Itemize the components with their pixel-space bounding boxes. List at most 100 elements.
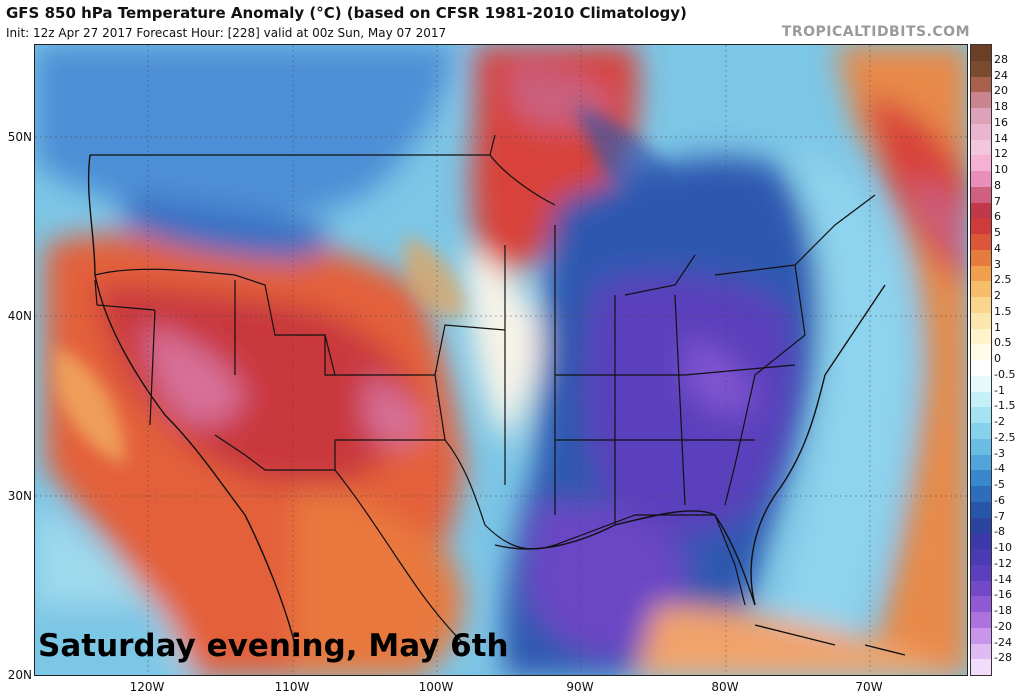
colorbar-tick-label: 2 (994, 289, 1001, 302)
lon-label-80w: 80W (711, 680, 739, 694)
colorbar-swatch (971, 265, 991, 282)
colorbar-tick-label: -6 (994, 493, 1005, 507)
colorbar-tick-label: 5 (994, 226, 1001, 239)
lon-label-120w: 120W (129, 680, 165, 694)
state-borders (90, 134, 876, 646)
colorbar-labels: 28 24 20 18 16 14 12 10 8 7 6 5 4 3 2.5 2 1.5 1 0.5 0 -0.5 -1… (994, 44, 1024, 676)
colorbar-swatch (971, 423, 991, 439)
colorbar-swatch (971, 643, 991, 660)
lon-label-100w: 100W (418, 680, 454, 694)
colorbar-tick-label: 1.5 (994, 304, 1012, 318)
colorbar-swatch (971, 627, 991, 644)
lon-label-90w: 90W (566, 680, 594, 694)
lon-label-110w: 110W (274, 680, 310, 694)
colorbar-tick-label: -1.5 (994, 399, 1016, 413)
colorbar-swatch (971, 517, 991, 534)
colorbar-tick-label: -18 (994, 604, 1012, 617)
colorbar-swatch (971, 202, 991, 219)
colorbar-tick-label: 8 (994, 178, 1001, 192)
colorbar-tick-label: 3 (994, 257, 1001, 271)
colorbar-swatch (971, 533, 991, 549)
colorbar-tick-label: -0.5 (994, 367, 1016, 381)
colorbar-tick-label: -2 (994, 415, 1005, 428)
lat-label-50n: 50N (7, 130, 32, 144)
colorbar-swatch (971, 76, 991, 93)
colorbar-swatch (971, 123, 991, 140)
colorbar-swatch (971, 564, 991, 581)
colorbar-tick-label: 12 (994, 147, 1008, 161)
colorbar-tick-label: 7 (994, 194, 1001, 208)
colorbar-swatch (971, 186, 991, 203)
coastlines (87, 154, 906, 656)
colorbar-swatch (971, 45, 991, 61)
colorbar-swatch (971, 328, 991, 345)
colorbar-swatch (971, 297, 991, 313)
colorbar-tick-label: -1 (994, 383, 1005, 397)
colorbar-swatch (971, 454, 991, 471)
colorbar-tick-label: -20 (994, 619, 1012, 633)
colorbar-swatch (971, 596, 991, 612)
colorbar-tick-label: 18 (994, 100, 1008, 113)
colorbar-tick-label: -28 (994, 651, 1012, 665)
colorbar-tick-label: 14 (994, 131, 1008, 145)
colorbar-swatch (971, 344, 991, 360)
colorbar-swatch (971, 92, 991, 108)
colorbar-tick-label: 10 (994, 163, 1008, 176)
colorbar-tick-label: 6 (994, 210, 1001, 224)
colorbar-tick-label: 16 (994, 115, 1008, 129)
colorbar-tick-label: -4 (994, 462, 1005, 476)
colorbar-swatch (971, 391, 991, 408)
brand-watermark: TROPICALTIDBITS.COM (781, 24, 970, 40)
colorbar-swatch (971, 360, 991, 376)
colorbar-swatch (971, 234, 991, 250)
valid-time-caption: Saturday evening, May 6th (38, 628, 509, 664)
colorbar-swatch (971, 486, 991, 502)
colorbar-swatch (971, 375, 991, 392)
colorbar-swatch (971, 281, 991, 297)
colorbar-tick-label: -12 (994, 556, 1012, 570)
colorbar-tick-label: 24 (994, 68, 1008, 82)
colorbar-tick-label: 4 (994, 241, 1001, 255)
colorbar-swatch (971, 108, 991, 124)
colorbar-swatch (971, 155, 991, 171)
colorbar-tick-label: 2.5 (994, 273, 1012, 287)
colorbar-swatch (971, 249, 991, 266)
colorbar-tick-label: -2.5 (994, 430, 1016, 444)
colorbar-tick-label: -14 (994, 572, 1012, 586)
colorbar-tick-label: 1 (994, 320, 1001, 334)
colorbar-swatch (971, 139, 991, 156)
colorbar-swatch (971, 659, 991, 675)
colorbar-swatch (971, 501, 991, 518)
colorbar-tick-label: -3 (994, 446, 1005, 460)
colorbar (970, 44, 992, 676)
map-title: GFS 850 hPa Temperature Anomaly (°C) (ba… (6, 4, 687, 22)
graticule (35, 45, 967, 675)
colorbar-swatch (971, 171, 991, 187)
colorbar-tick-label: 28 (994, 52, 1008, 66)
colorbar-swatch (971, 312, 991, 329)
lat-label-40n: 40N (7, 309, 32, 323)
map-subtitle: Init: 12z Apr 27 2017 Forecast Hour: [22… (6, 26, 447, 40)
lat-label-30n: 30N (7, 489, 32, 503)
colorbar-tick-label: 0.5 (994, 336, 1012, 350)
colorbar-tick-label: -7 (994, 509, 1005, 523)
colorbar-tick-label: -5 (994, 478, 1005, 491)
lon-label-70w: 70W (855, 680, 883, 694)
colorbar-swatch (971, 407, 991, 423)
colorbar-tick-label: -8 (994, 525, 1005, 539)
colorbar-swatch (971, 549, 991, 565)
colorbar-tick-label: 0 (994, 352, 1001, 365)
colorbar-swatch (971, 470, 991, 486)
lat-label-20n: 20N (7, 668, 32, 682)
colorbar-swatch (971, 612, 991, 628)
colorbar-swatch (971, 218, 991, 234)
colorbar-tick-label: -16 (994, 588, 1012, 602)
colorbar-swatch (971, 580, 991, 597)
colorbar-swatch (971, 438, 991, 455)
anomaly-map (34, 44, 968, 676)
colorbar-swatch (971, 60, 991, 77)
colorbar-tick-label: 20 (994, 84, 1008, 98)
colorbar-tick-label: -10 (994, 541, 1012, 554)
colorbar-tick-label: -24 (994, 635, 1012, 649)
anomaly-field (35, 45, 967, 675)
